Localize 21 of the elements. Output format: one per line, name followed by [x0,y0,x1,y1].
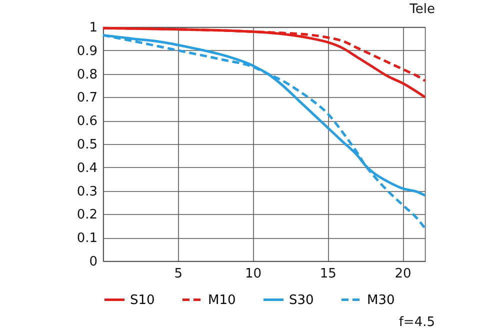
x-tick-label: 15 [320,266,336,282]
legend-label: S10 [130,292,155,308]
legend-label: M30 [367,292,395,308]
y-tick-label: 0 [89,254,98,270]
y-tick-label: 0.5 [76,138,98,152]
y-tick-label: 0.6 [76,114,98,130]
x-tick-label: 5 [174,266,183,282]
x-tick-label: 10 [244,266,262,282]
y-tick-label: 1 [89,20,98,36]
y-tick-label: 0.4 [76,160,98,176]
legend-label: S30 [289,292,314,308]
y-tick-label: 0.3 [76,184,98,200]
legend-label: M10 [208,292,236,308]
y-tick-label: 0.2 [76,208,98,223]
y-tick-label: 0.9 [76,44,98,59]
y-tick-label: 0.8 [76,67,98,82]
text: f=4.5 [398,315,435,330]
y-tick-label: 0.1 [76,231,98,246]
x-tick-label: 20 [394,266,412,282]
chart-title: Tele [408,2,435,17]
y-tick-label: 0.7 [76,90,98,106]
